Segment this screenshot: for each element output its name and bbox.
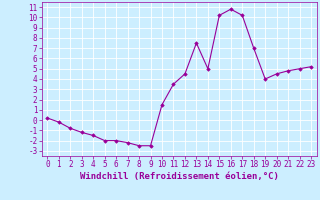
X-axis label: Windchill (Refroidissement éolien,°C): Windchill (Refroidissement éolien,°C): [80, 172, 279, 181]
